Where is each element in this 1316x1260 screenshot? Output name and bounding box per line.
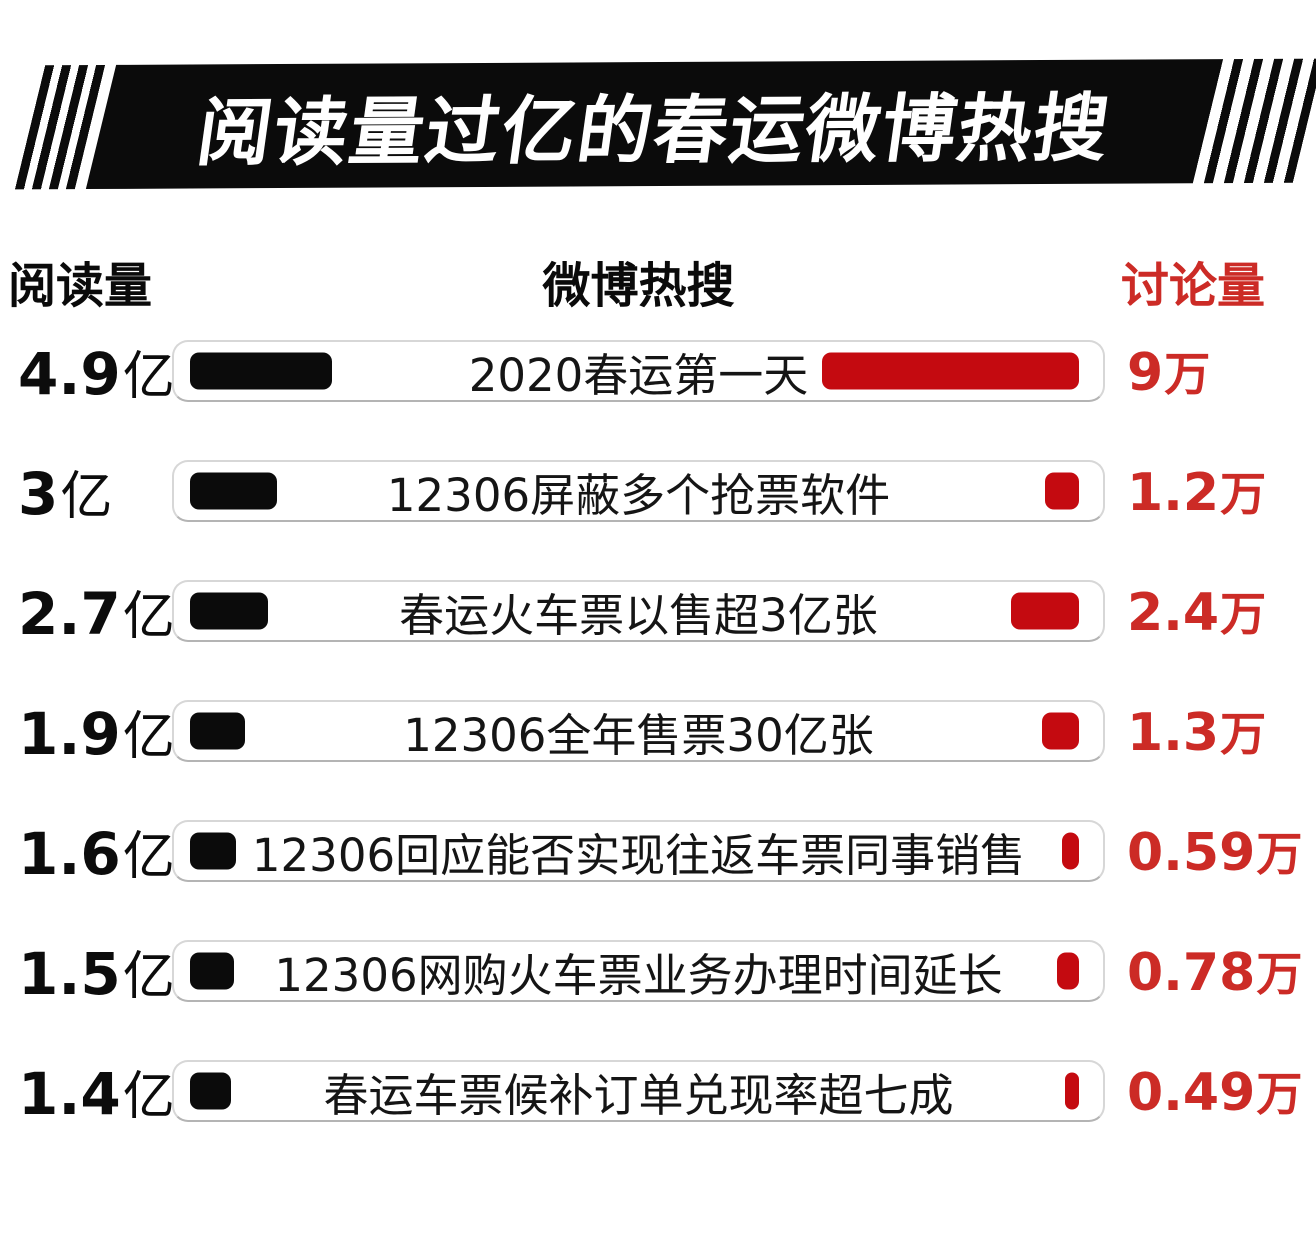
column-header-read-volume: 阅读量 (8, 258, 153, 314)
discussion-volume-bar (1011, 592, 1079, 630)
topic-title: 春运火车票以售超3亿张 (399, 588, 878, 642)
topic-cell: 2020春运第一天 (172, 340, 1105, 402)
read-volume-cell: 1.4亿 (0, 1054, 175, 1129)
read-volume-value: 1.9 (18, 699, 121, 768)
column-headers: 阅读量 微博热搜 讨论量 (0, 258, 1316, 314)
topic-title: 春运车票候补订单兑现率超七成 (323, 1068, 954, 1122)
read-volume-bar (190, 472, 277, 510)
discussion-volume-bar (822, 352, 1079, 390)
topic-title: 12306全年售票30亿张 (403, 708, 874, 762)
column-header-discussion-volume: 讨论量 (1121, 258, 1266, 314)
read-volume-bar (190, 352, 332, 390)
discussion-volume-unit: 万 (1256, 1067, 1303, 1121)
read-volume-cell: 3亿 (0, 454, 172, 529)
topic-title: 2020春运第一天 (468, 348, 809, 402)
read-volume-bar (190, 952, 234, 990)
hot-search-row: 1.4亿 春运车票候补订单兑现率超七成 0.49万 (0, 1058, 1316, 1128)
hot-search-row: 1.9亿 12306全年售票30亿张 1.3万 (0, 698, 1316, 768)
read-volume-value: 4.9 (18, 339, 121, 408)
topic-title: 12306回应能否实现往返车票同事销售 (251, 828, 1026, 882)
discussion-volume-cell: 2.4万 (1105, 578, 1316, 644)
topic-cell: 12306全年售票30亿张 (172, 700, 1105, 762)
read-volume-bar (190, 832, 236, 870)
title-banner-inner: 阅读量过亿的春运微博热搜 (14, 58, 1316, 190)
topic-box: 春运车票候补订单兑现率超七成 (172, 1060, 1105, 1122)
discussion-volume-bar (1062, 832, 1079, 870)
discussion-volume-cell: 0.49万 (1105, 1058, 1316, 1124)
read-volume-unit: 亿 (60, 466, 113, 527)
read-volume-cell: 1.5亿 (0, 934, 175, 1009)
read-volume-unit: 亿 (122, 946, 175, 1007)
topic-cell: 12306回应能否实现往返车票同事销售 (172, 820, 1105, 882)
hot-search-row: 4.9亿 2020春运第一天 9万 (0, 338, 1316, 408)
read-volume-unit: 亿 (122, 706, 175, 767)
discussion-volume-bar (1045, 472, 1079, 510)
read-volume-cell: 1.9亿 (0, 694, 175, 769)
discussion-volume-bar (1057, 952, 1079, 990)
read-volume-value: 3 (18, 459, 59, 528)
discussion-volume-bar (1065, 1072, 1079, 1110)
topic-title: 12306屏蔽多个抢票软件 (386, 468, 891, 522)
discussion-volume-value: 9 (1127, 343, 1164, 403)
topic-box: 12306全年售票30亿张 (172, 700, 1105, 762)
hot-search-row: 2.7亿 春运火车票以售超3亿张 2.4万 (0, 578, 1316, 648)
discussion-volume-cell: 1.2万 (1105, 458, 1316, 524)
discussion-volume-unit: 万 (1256, 947, 1303, 1001)
discussion-volume-cell: 9万 (1105, 338, 1316, 404)
read-volume-bar (190, 592, 268, 630)
discussion-volume-unit: 万 (1220, 707, 1267, 761)
read-volume-value: 1.5 (18, 939, 121, 1008)
topic-cell: 春运火车票以售超3亿张 (172, 580, 1105, 642)
discussion-volume-unit: 万 (1164, 347, 1211, 401)
read-volume-cell: 2.7亿 (0, 574, 175, 649)
read-volume-cell: 4.9亿 (0, 334, 175, 409)
discussion-volume-unit: 万 (1256, 827, 1303, 881)
discussion-volume-value: 0.78 (1127, 943, 1256, 1003)
topic-cell: 12306屏蔽多个抢票软件 (172, 460, 1105, 522)
hot-search-row: 1.6亿 12306回应能否实现往返车票同事销售 0.59万 (0, 818, 1316, 888)
read-volume-unit: 亿 (122, 586, 175, 647)
discussion-volume-value: 0.49 (1127, 1063, 1256, 1123)
read-volume-bar (190, 1072, 231, 1110)
discussion-volume-cell: 0.59万 (1105, 818, 1316, 884)
hot-search-row: 1.5亿 12306网购火车票业务办理时间延长 0.78万 (0, 938, 1316, 1008)
discussion-volume-unit: 万 (1220, 587, 1267, 641)
discussion-volume-bar (1042, 712, 1079, 750)
topic-title: 12306网购火车票业务办理时间延长 (274, 948, 1003, 1002)
read-volume-unit: 亿 (122, 826, 175, 887)
topic-box: 春运火车票以售超3亿张 (172, 580, 1105, 642)
read-volume-value: 1.6 (18, 819, 121, 888)
title-banner: 阅读量过亿的春运微博热搜 (14, 58, 1316, 190)
read-volume-value: 2.7 (18, 579, 121, 648)
topic-box: 12306屏蔽多个抢票软件 (172, 460, 1105, 522)
discussion-volume-value: 1.2 (1127, 463, 1220, 523)
topic-cell: 12306网购火车票业务办理时间延长 (172, 940, 1105, 1002)
read-volume-unit: 亿 (122, 1066, 175, 1127)
hot-search-list: 4.9亿 2020春运第一天 9万 3亿 12306屏蔽多个抢票软件 1.2万 … (0, 338, 1316, 1128)
title-banner-body: 阅读量过亿的春运微博热搜 (85, 59, 1224, 190)
discussion-volume-cell: 0.78万 (1105, 938, 1316, 1004)
column-header-hot-search: 微博热搜 (542, 258, 735, 314)
topic-cell: 春运车票候补订单兑现率超七成 (172, 1060, 1105, 1122)
topic-box: 12306网购火车票业务办理时间延长 (172, 940, 1105, 1002)
read-volume-bar (190, 712, 245, 750)
topic-box: 12306回应能否实现往返车票同事销售 (172, 820, 1105, 882)
read-volume-cell: 1.6亿 (0, 814, 175, 889)
discussion-volume-cell: 1.3万 (1105, 698, 1316, 764)
discussion-volume-value: 1.3 (1127, 703, 1220, 763)
topic-box: 2020春运第一天 (172, 340, 1105, 402)
hot-search-row: 3亿 12306屏蔽多个抢票软件 1.2万 (0, 458, 1316, 528)
discussion-volume-value: 2.4 (1127, 583, 1220, 643)
discussion-volume-value: 0.59 (1127, 823, 1256, 883)
read-volume-value: 1.4 (18, 1059, 121, 1128)
page-title: 阅读量过亿的春运微博热搜 (191, 85, 1116, 177)
read-volume-unit: 亿 (122, 346, 175, 407)
discussion-volume-unit: 万 (1220, 467, 1267, 521)
